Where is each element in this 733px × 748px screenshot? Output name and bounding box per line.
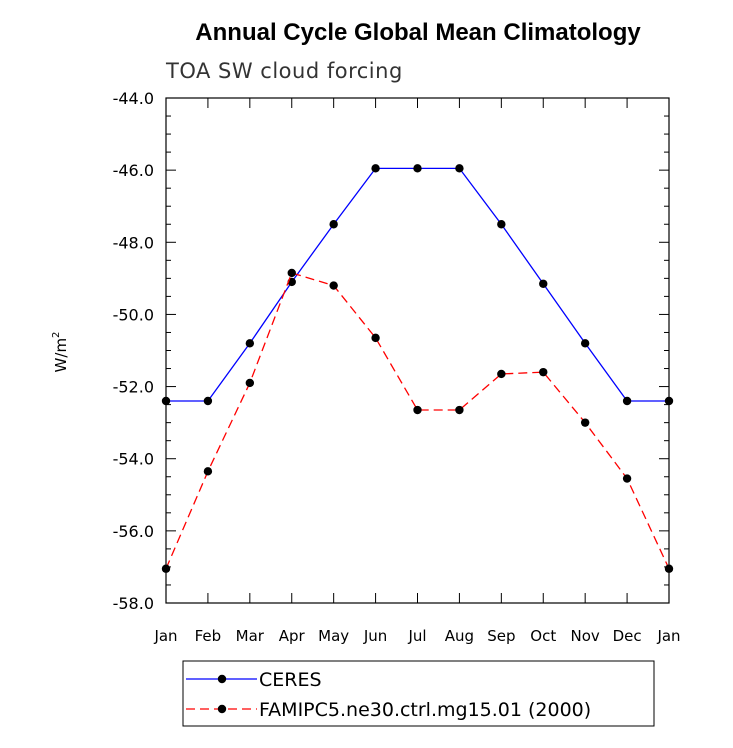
y-tick-label: -52.0 [113,378,154,397]
legend-box [182,660,655,727]
x-tick-label: Jun [363,627,387,645]
series-1-point [497,220,506,229]
series-1-point [580,339,590,348]
series-line-1 [166,167,669,402]
series-2-point [497,369,506,379]
x-tick-label: Mar [236,627,265,645]
series-2-point [287,268,296,278]
chart-title: Annual Cycle Global Mean Climatology [195,19,641,46]
series-1-point [413,164,422,173]
series-2-point [455,405,464,415]
svg-text:W/m2: W/m2 [51,332,70,373]
series-2-point [413,405,422,415]
series-1-point [664,396,674,406]
x-tick-label: Nov [571,627,600,645]
series-2-point [664,564,674,573]
y-tick-label: -46.0 [113,161,154,180]
y-tick-label: -50.0 [113,305,154,324]
legend-label-2: FAMIPC5.ne30.ctrl.mg15.01 (2000) [259,699,591,721]
series-1-point [329,220,338,229]
y-tick-label: -44.0 [113,89,154,108]
x-tick-label: Feb [195,627,222,645]
series-2-point [329,281,338,290]
series-1-point [455,164,464,173]
y-axis-label: W/m [52,338,70,373]
series-1-point [539,279,548,288]
series-2-point [371,333,380,343]
series-2-point [539,367,548,377]
x-tick-label: Jan [656,627,680,645]
series-2-point [245,378,255,388]
legend: CERES FAMIPC5.ne30.ctrl.mg15.01 (2000) [182,660,655,727]
plot-frame [165,97,670,604]
legend-marker-2 [217,704,227,714]
series-1-point [371,164,380,173]
x-tick-label: Apr [279,627,306,645]
x-tick-label: Aug [445,627,474,645]
series-1-point [622,396,632,406]
series-2-point [203,467,213,476]
series-2-point [161,564,171,573]
y-tick-label: -48.0 [113,233,154,252]
x-tick-label: Dec [613,627,642,645]
legend-marker-1 [217,674,227,684]
series-1-point [161,396,171,406]
y-axis-title: W/m2 [51,332,70,373]
chart-subtitle: TOA SW cloud forcing [165,59,403,83]
series-1-point [203,396,213,406]
series-2-point [622,474,632,483]
x-tick-label: Oct [530,627,556,645]
x-tick-label: Jan [153,627,177,645]
y-tick-label: -58.0 [113,594,154,613]
x-tick-label: Jul [407,627,426,645]
x-tick-label: Sep [487,627,515,645]
y-axis-label-superscript: 2 [51,332,62,338]
x-tick-label: May [318,627,349,645]
y-tick-label: -56.0 [113,522,154,541]
series-2-point [580,418,590,427]
series-line-2 [165,272,670,570]
y-tick-label: -54.0 [113,450,154,469]
series-1-point [245,339,255,348]
plot-area: -44.0 -46.0 -48.0 -50.0 -52.0 -54.0 -56.0 -58.0… [113,89,681,645]
legend-label-1: CERES [259,669,322,691]
